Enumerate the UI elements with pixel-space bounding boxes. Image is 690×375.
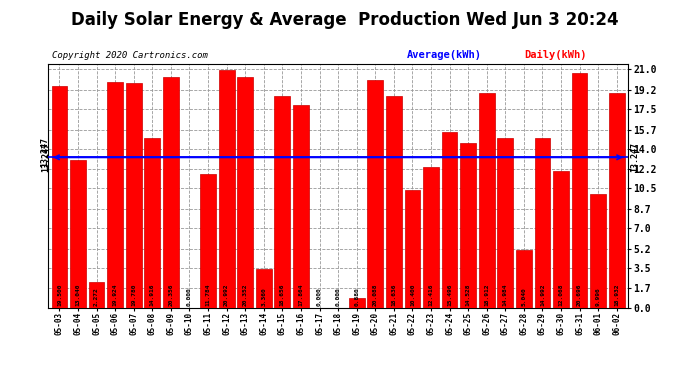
Text: 20.356: 20.356 [168, 283, 173, 306]
Text: 2.272: 2.272 [94, 287, 99, 306]
Text: 17.864: 17.864 [299, 283, 304, 306]
Bar [275, 96, 290, 308]
Text: 13.040: 13.040 [75, 283, 81, 306]
Text: 14.916: 14.916 [150, 283, 155, 306]
Text: 20.352: 20.352 [243, 283, 248, 306]
Bar [163, 77, 179, 308]
Text: 0.000: 0.000 [187, 287, 192, 306]
Text: 10.400: 10.400 [410, 283, 415, 306]
Text: 0.000: 0.000 [317, 287, 322, 306]
Bar [107, 82, 123, 308]
Bar [237, 77, 253, 308]
Text: 14.984: 14.984 [503, 283, 508, 306]
Bar [89, 282, 104, 308]
Bar [497, 138, 513, 308]
Bar [479, 93, 495, 308]
Text: 20.088: 20.088 [373, 283, 377, 306]
Text: 0.880: 0.880 [354, 287, 359, 306]
Text: 13.247: 13.247 [41, 142, 50, 172]
Text: 14.992: 14.992 [540, 283, 545, 306]
Bar [460, 143, 476, 308]
Bar [367, 80, 383, 308]
Text: 0.000: 0.000 [335, 287, 341, 306]
Bar [256, 269, 272, 308]
Text: 13.247: 13.247 [40, 137, 50, 167]
Text: Copyright 2020 Cartronics.com: Copyright 2020 Cartronics.com [52, 51, 208, 60]
Text: 12.068: 12.068 [558, 283, 564, 306]
Bar [200, 174, 216, 308]
Text: 19.500: 19.500 [57, 283, 62, 306]
Bar [423, 167, 439, 308]
Bar [219, 69, 235, 308]
Bar [293, 105, 309, 308]
Text: 18.656: 18.656 [280, 283, 285, 306]
Bar [348, 297, 364, 307]
Text: Daily(kWh): Daily(kWh) [524, 50, 587, 60]
Text: 19.924: 19.924 [112, 283, 118, 306]
Bar [572, 73, 587, 308]
Text: 11.784: 11.784 [206, 283, 210, 306]
Text: 9.996: 9.996 [595, 287, 601, 306]
Bar [442, 132, 457, 308]
Text: 20.992: 20.992 [224, 283, 229, 306]
Bar [553, 171, 569, 308]
Bar [535, 138, 551, 308]
Bar [70, 160, 86, 308]
Bar [516, 251, 532, 308]
Text: 18.636: 18.636 [391, 283, 396, 306]
Text: 3.360: 3.360 [262, 287, 266, 306]
Text: 20.696: 20.696 [577, 283, 582, 306]
Text: 18.932: 18.932 [614, 283, 619, 306]
Text: 18.912: 18.912 [484, 283, 489, 306]
Text: 12.416: 12.416 [428, 283, 433, 306]
Text: 5.040: 5.040 [522, 287, 526, 306]
Bar [386, 96, 402, 308]
Text: Average(kWh): Average(kWh) [407, 50, 482, 60]
Text: 19.780: 19.780 [131, 283, 136, 306]
Text: 14.528: 14.528 [466, 283, 471, 306]
Text: Daily Solar Energy & Average  Production Wed Jun 3 20:24: Daily Solar Energy & Average Production … [71, 11, 619, 29]
Text: 15.496: 15.496 [447, 283, 452, 306]
Bar [144, 138, 160, 308]
Bar [404, 190, 420, 308]
Bar [609, 93, 624, 308]
Text: 13.247: 13.247 [630, 142, 639, 172]
Bar [590, 194, 606, 308]
Bar [52, 86, 68, 308]
Bar [126, 83, 141, 308]
